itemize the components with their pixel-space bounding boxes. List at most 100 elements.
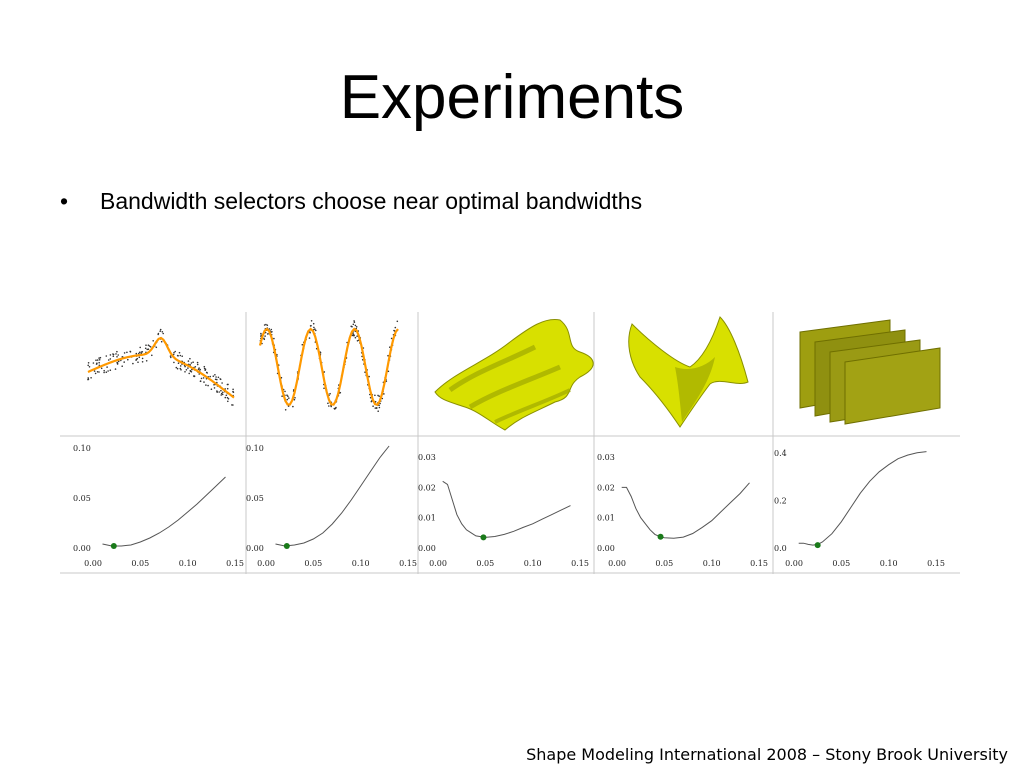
noise-point xyxy=(174,350,176,353)
noise-point xyxy=(107,370,109,372)
noise-point xyxy=(169,355,172,357)
noise-point xyxy=(126,351,128,354)
panel-surface-wavy xyxy=(434,318,594,431)
noise-point xyxy=(87,362,90,364)
noise-point xyxy=(193,375,195,378)
error-curve xyxy=(275,445,390,547)
y-tick-label: 0.00 xyxy=(73,544,91,553)
x-tick-label: 0.00 xyxy=(785,559,803,568)
x-tick-label: 0.00 xyxy=(257,559,275,568)
noise-point xyxy=(354,324,357,327)
noise-point xyxy=(393,329,395,332)
noise-point xyxy=(216,390,218,392)
noise-point xyxy=(94,372,97,375)
noise-point xyxy=(396,320,399,323)
noise-point xyxy=(107,359,110,361)
noise-point xyxy=(121,365,123,367)
noise-point xyxy=(266,333,269,335)
optimal-bandwidth-point xyxy=(814,542,821,549)
noise-point xyxy=(187,360,190,362)
noise-point xyxy=(220,389,222,392)
noise-point xyxy=(188,372,190,375)
x-tick-label: 0.10 xyxy=(703,559,721,568)
noise-point xyxy=(132,362,134,365)
noise-point xyxy=(96,359,99,361)
noise-point xyxy=(308,337,311,339)
bullet-dot-icon: • xyxy=(60,188,69,214)
noise-point xyxy=(352,333,354,335)
noise-point xyxy=(355,326,358,328)
noise-point xyxy=(227,400,229,403)
x-tick-label: 0.05 xyxy=(476,559,494,568)
noise-point xyxy=(354,336,357,339)
noise-point xyxy=(138,356,141,359)
noise-point xyxy=(121,356,124,358)
noise-point xyxy=(268,328,271,330)
noise-point xyxy=(281,395,283,397)
y-tick-label: 0.03 xyxy=(597,453,615,462)
noise-point xyxy=(92,362,95,364)
noise-point xyxy=(265,323,267,326)
noise-point xyxy=(312,322,315,325)
noise-point xyxy=(339,391,342,394)
x-tick-label: 0.05 xyxy=(131,559,149,568)
noise-point xyxy=(116,361,118,364)
noise-point xyxy=(87,377,89,379)
noise-point xyxy=(310,320,313,322)
noise-point xyxy=(135,358,138,361)
noise-point xyxy=(323,387,325,390)
noise-point xyxy=(327,402,329,405)
noise-point xyxy=(144,347,147,350)
noise-point xyxy=(226,387,229,390)
noise-point xyxy=(231,404,233,406)
noise-point xyxy=(212,375,215,377)
noise-point xyxy=(116,356,118,358)
noise-point xyxy=(145,360,148,362)
x-tick-label: 0.15 xyxy=(571,559,589,568)
noise-point xyxy=(147,344,150,346)
noise-point xyxy=(140,351,143,353)
noise-point xyxy=(198,367,200,369)
chart-5: 0.0 0.2 0.4 0.00 0.05 0.10 0.15 xyxy=(774,449,945,568)
noise-point xyxy=(232,390,234,393)
noise-point xyxy=(287,395,289,398)
y-tick-label: 0.00 xyxy=(597,544,615,553)
noise-point xyxy=(264,335,266,337)
noise-point xyxy=(176,367,179,370)
noise-point xyxy=(184,371,186,373)
noise-point xyxy=(114,368,117,370)
noise-point xyxy=(196,361,199,364)
noise-point xyxy=(301,343,304,346)
noise-point xyxy=(88,366,91,368)
noise-point xyxy=(127,358,129,361)
noise-point xyxy=(210,388,213,390)
noise-point xyxy=(179,365,182,367)
plane-4 xyxy=(844,347,941,425)
noise-point xyxy=(213,384,215,386)
noise-point xyxy=(175,366,178,369)
y-tick-label: 0.4 xyxy=(774,449,787,458)
noise-point xyxy=(177,362,180,364)
noise-point xyxy=(117,360,120,363)
noise-point xyxy=(378,406,381,409)
noise-point xyxy=(93,370,96,372)
panel-stacked-planes xyxy=(799,319,941,425)
noise-point xyxy=(224,396,227,399)
noise-point xyxy=(103,371,105,374)
noise-point xyxy=(263,338,266,341)
slide-title: Experiments xyxy=(339,63,685,132)
bullet-text: Bandwidth selectors choose near optimal … xyxy=(100,188,643,214)
noise-point xyxy=(115,353,117,355)
noise-point xyxy=(352,323,355,326)
noise-point xyxy=(205,371,208,374)
bandwidth-error-charts: 0.00 0.05 0.10 0.00 0.05 0.10 0.15 0.00 0.05 0.10… xyxy=(73,444,945,568)
noise-point xyxy=(266,324,269,326)
noise-point xyxy=(203,381,205,383)
y-tick-label: 0.10 xyxy=(246,444,264,453)
wavy-surface-ridge-2 xyxy=(468,364,561,410)
y-tick-label: 0.02 xyxy=(597,483,615,492)
x-tick-label: 0.05 xyxy=(832,559,850,568)
noise-point xyxy=(117,354,119,356)
y-tick-label: 0.10 xyxy=(73,444,91,453)
noise-point xyxy=(356,335,358,337)
